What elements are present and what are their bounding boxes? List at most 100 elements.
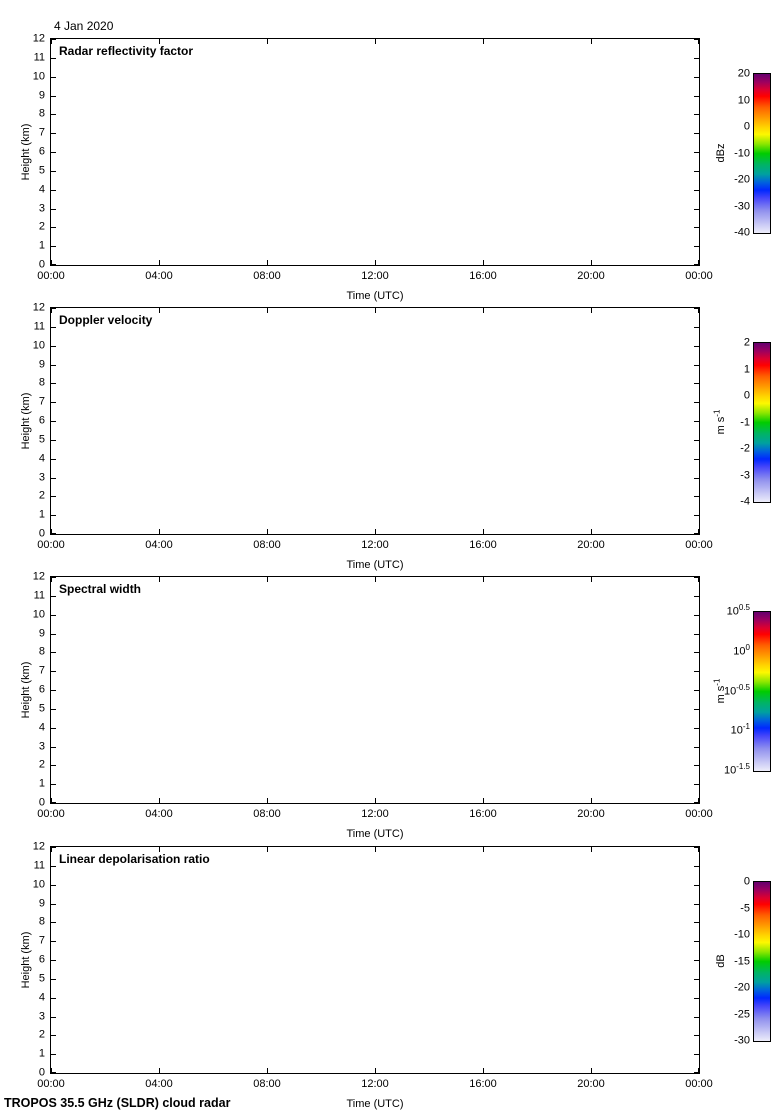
y-tick-mark bbox=[694, 614, 699, 616]
x-tick-mark bbox=[159, 798, 160, 803]
y-tick-mark bbox=[51, 922, 56, 924]
y-tick-mark bbox=[694, 402, 699, 404]
colorbar-tick-label: 0 bbox=[743, 389, 750, 402]
x-tick-label: 08:00 bbox=[253, 808, 281, 820]
y-tick-mark bbox=[694, 364, 699, 366]
y-tick-mark bbox=[694, 308, 699, 309]
x-tick-label: 00:00 bbox=[37, 808, 65, 820]
y-tick-mark bbox=[694, 496, 699, 498]
y-tick-mark bbox=[51, 421, 56, 422]
x-tick-mark bbox=[483, 260, 484, 265]
x-tick-mark bbox=[375, 260, 376, 265]
y-tick-mark bbox=[694, 765, 699, 767]
y-tick-mark bbox=[51, 477, 56, 479]
colorbar bbox=[753, 342, 771, 503]
plot-area: Radar reflectivity factor bbox=[50, 38, 700, 266]
y-tick-mark bbox=[694, 76, 699, 78]
y-tick-mark bbox=[51, 189, 56, 191]
y-tick-label: 4 bbox=[38, 991, 45, 1004]
colorbar bbox=[753, 73, 771, 234]
y-tick-mark bbox=[51, 595, 56, 597]
y-tick-mark bbox=[51, 533, 56, 534]
x-tick-mark bbox=[698, 798, 699, 803]
y-tick-mark bbox=[51, 133, 56, 135]
x-tick-mark bbox=[698, 529, 699, 534]
y-tick-mark bbox=[694, 1054, 699, 1056]
colorbar-tick-label: -10 bbox=[734, 928, 750, 941]
y-tick-mark bbox=[51, 95, 56, 97]
x-tick-mark bbox=[591, 577, 592, 582]
y-tick-label: 9 bbox=[38, 358, 45, 370]
y-tick-label: 1 bbox=[38, 508, 45, 521]
y-tick-mark bbox=[51, 439, 56, 441]
y-tick-mark bbox=[51, 884, 56, 886]
x-tick-label: 12:00 bbox=[361, 1078, 389, 1090]
y-tick-mark bbox=[51, 1035, 56, 1037]
y-tick-label: 5 bbox=[38, 164, 45, 177]
x-tick-label: 00:00 bbox=[685, 270, 713, 282]
x-tick-mark bbox=[159, 39, 160, 44]
x-tick-mark bbox=[51, 260, 52, 265]
y-tick-mark bbox=[694, 439, 699, 441]
y-tick-label: 7 bbox=[38, 395, 45, 408]
colorbar-tick-label: 100 bbox=[733, 642, 750, 658]
x-tick-label: 08:00 bbox=[253, 270, 281, 282]
y-tick-mark bbox=[51, 997, 56, 999]
y-tick-mark bbox=[51, 57, 56, 59]
y-tick-label: 11 bbox=[33, 51, 45, 64]
y-tick-label: 4 bbox=[38, 452, 45, 465]
y-tick-mark bbox=[694, 903, 699, 905]
y-tick-label: 0 bbox=[38, 527, 45, 540]
x-tick-mark bbox=[698, 847, 699, 852]
y-tick-mark bbox=[694, 515, 699, 517]
y-tick-mark bbox=[51, 208, 56, 210]
x-tick-mark bbox=[375, 308, 376, 313]
colorbar-tick-label: -30 bbox=[734, 1034, 750, 1047]
x-tick-label: 20:00 bbox=[577, 1078, 605, 1090]
y-tick-mark bbox=[694, 208, 699, 210]
colorbar-tick-label: 10-1.5 bbox=[723, 761, 750, 777]
plot-area: Linear depolarisation ratio bbox=[50, 846, 700, 1074]
colorbar-tick-label: 10-1 bbox=[730, 722, 750, 737]
y-tick-mark bbox=[51, 76, 56, 78]
y-tick-label: 8 bbox=[38, 645, 45, 658]
x-tick-mark bbox=[51, 1068, 52, 1073]
colorbar-tick-label: -20 bbox=[734, 173, 750, 186]
y-tick-mark bbox=[694, 383, 699, 385]
x-tick-mark bbox=[698, 39, 699, 44]
y-tick-mark bbox=[51, 708, 56, 710]
y-tick-mark bbox=[694, 421, 699, 422]
y-tick-mark bbox=[51, 264, 56, 265]
x-tick-mark bbox=[483, 308, 484, 313]
y-tick-mark bbox=[51, 941, 56, 943]
y-tick-mark bbox=[51, 671, 56, 673]
colorbar bbox=[753, 881, 771, 1042]
y-tick-mark bbox=[694, 595, 699, 597]
y-tick-label: 6 bbox=[38, 414, 45, 427]
x-tick-mark bbox=[267, 798, 268, 803]
y-tick-mark bbox=[51, 847, 56, 848]
y-tick-label: 1 bbox=[38, 1047, 45, 1060]
y-tick-mark bbox=[51, 170, 56, 172]
colorbar-tick-label: -5 bbox=[740, 902, 750, 914]
y-tick-mark bbox=[51, 326, 56, 328]
y-tick-label: 10 bbox=[32, 878, 45, 891]
y-tick-label: 3 bbox=[38, 202, 45, 214]
y-tick-mark bbox=[51, 345, 56, 347]
y-tick-label: 3 bbox=[38, 471, 45, 483]
x-tick-label: 00:00 bbox=[37, 1078, 65, 1090]
x-tick-mark bbox=[375, 1068, 376, 1073]
y-tick-label: 11 bbox=[33, 589, 45, 602]
y-tick-mark bbox=[694, 345, 699, 347]
y-tick-mark bbox=[51, 152, 56, 153]
x-tick-mark bbox=[375, 39, 376, 44]
colorbar-tick-label: -30 bbox=[734, 200, 750, 212]
x-tick-label: 00:00 bbox=[37, 539, 65, 551]
x-tick-label: 20:00 bbox=[577, 270, 605, 282]
y-tick-label: 11 bbox=[33, 859, 45, 872]
y-tick-mark bbox=[694, 802, 699, 803]
y-tick-mark bbox=[694, 727, 699, 729]
instrument-footer-label: TROPOS 35.5 GHz (SLDR) cloud radar bbox=[4, 1096, 231, 1110]
y-tick-mark bbox=[694, 997, 699, 999]
x-tick-label: 00:00 bbox=[37, 270, 65, 282]
